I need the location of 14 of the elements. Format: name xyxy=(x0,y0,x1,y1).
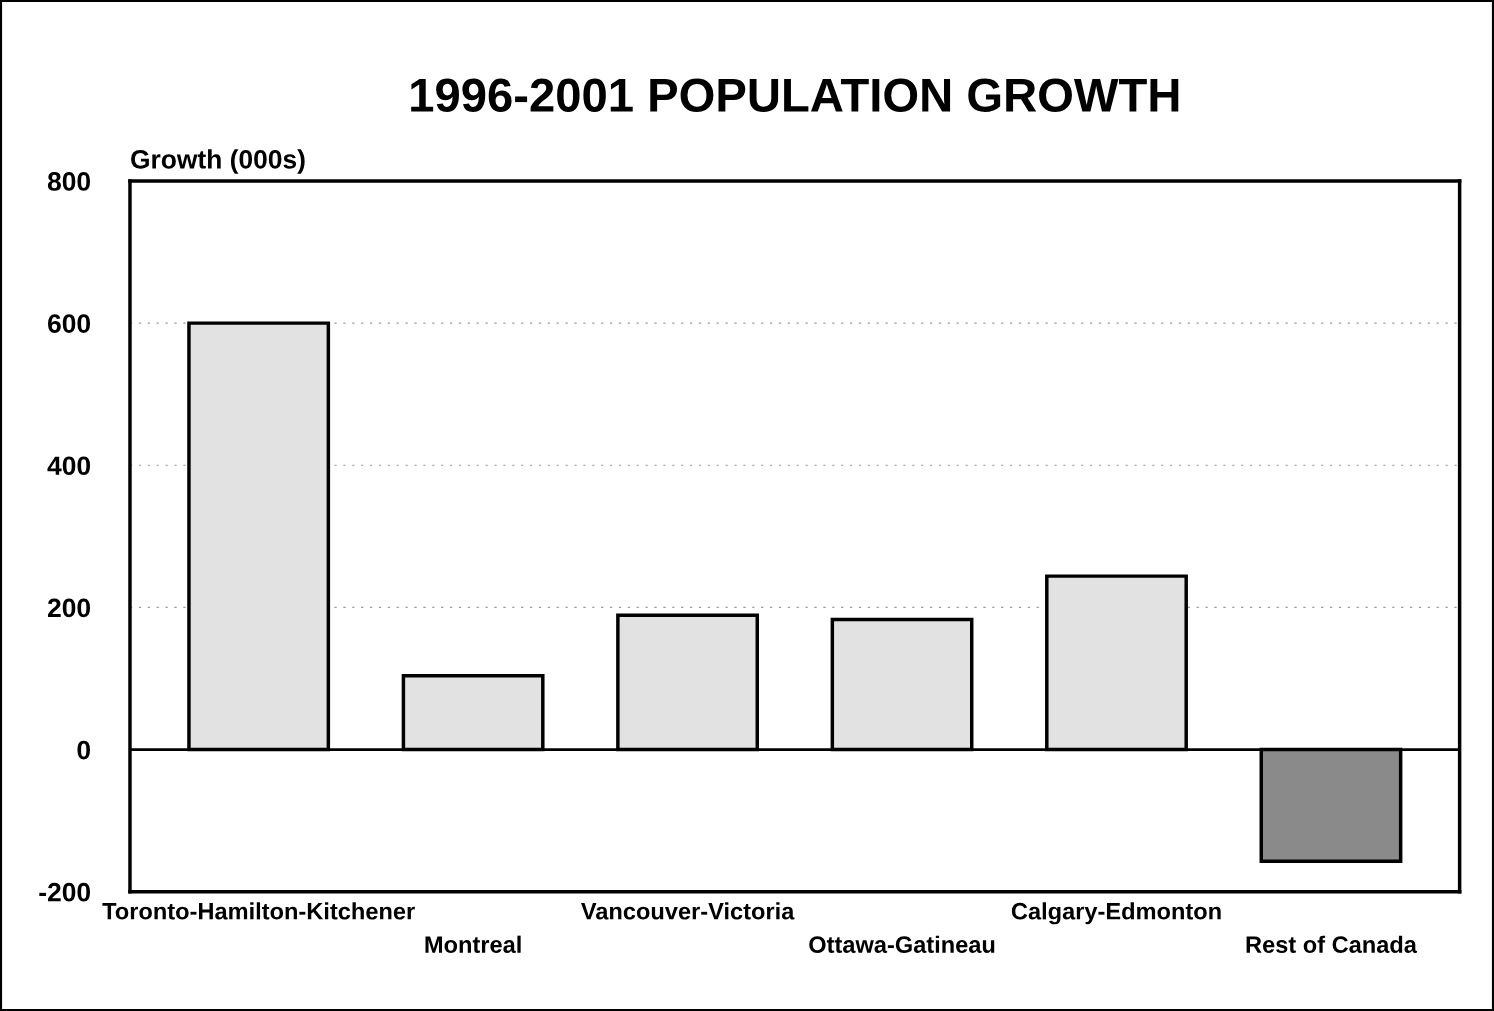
y-tick-label: -200 xyxy=(39,882,91,902)
chart-title: 1996-2001 POPULATION GROWTH xyxy=(411,78,1179,112)
y-tick-label: 400 xyxy=(47,456,91,476)
y-tick-label: 200 xyxy=(47,598,91,618)
x-tick-label: Montreal xyxy=(425,935,521,953)
y-tick-label: 0 xyxy=(77,740,91,760)
y-axis-title: Growth (000s) xyxy=(131,149,305,174)
x-tick-label: Rest of Canada xyxy=(1246,935,1418,953)
x-tick-label: Calgary-Edmonton xyxy=(1011,902,1221,925)
x-tick-label: Vancouver-Victoria xyxy=(581,902,795,920)
x-tick-label: Ottawa-Gatineau xyxy=(809,935,995,953)
y-tick-label: 800 xyxy=(47,172,91,191)
y-tick-label: 600 xyxy=(48,314,91,333)
x-tick-label: Toronto-Hamilton-Kitchener xyxy=(102,902,415,920)
